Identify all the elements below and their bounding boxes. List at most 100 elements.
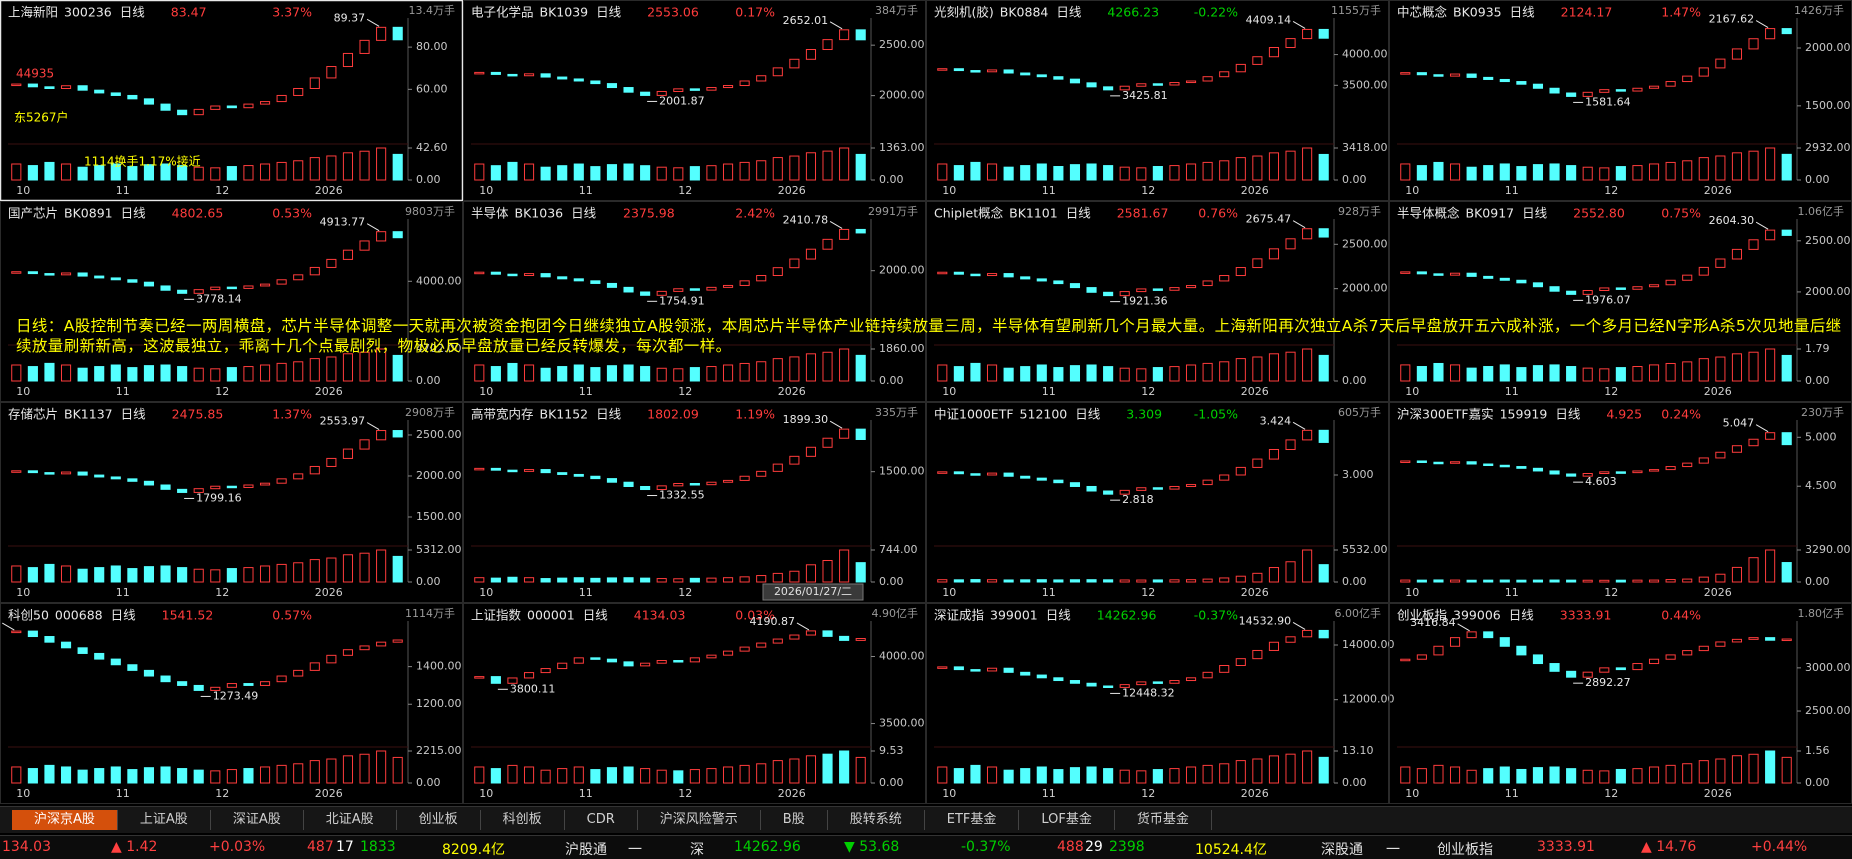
candle — [606, 282, 618, 288]
volume-bar — [1483, 579, 1494, 583]
candle — [1466, 272, 1477, 277]
volume-bar — [1119, 769, 1130, 784]
volume-bar — [1036, 579, 1047, 583]
panel-title: 科创50 — [8, 608, 49, 623]
candle — [1053, 76, 1064, 80]
candle — [623, 481, 634, 487]
market-tab[interactable]: LOF基金 — [1019, 810, 1115, 830]
x-tick-label: 11 — [1042, 385, 1056, 398]
panel-period: 日线 — [571, 206, 597, 221]
candle — [342, 52, 354, 68]
x-tick-label: 10 — [479, 586, 493, 599]
volume-bar — [789, 155, 800, 181]
y-tick-label: 3000.00 — [1805, 661, 1851, 674]
volume-bar — [722, 163, 734, 181]
volume-bar — [1781, 153, 1792, 181]
volume-bar — [1466, 579, 1477, 583]
market-tab[interactable]: 创业板 — [397, 810, 481, 830]
volume-bar — [490, 768, 501, 784]
volume-bar — [640, 768, 651, 784]
volume-bar — [1765, 549, 1776, 583]
volume-bar — [27, 567, 38, 583]
volume-bar — [640, 577, 651, 583]
volume-bar — [11, 163, 22, 181]
candle — [1599, 667, 1610, 673]
market-tab[interactable]: 货币基金 — [1115, 810, 1212, 830]
volume-bar — [507, 161, 518, 181]
status-item: 一 — [628, 842, 642, 858]
volume-bar — [309, 358, 320, 382]
market-tab[interactable]: 沪深风险警示 — [638, 810, 761, 830]
candle — [739, 646, 750, 652]
x-tick-label: 12 — [678, 586, 692, 599]
candle — [1682, 274, 1693, 281]
candle — [1765, 432, 1776, 440]
market-tab[interactable]: ETF基金 — [925, 810, 1020, 830]
market-tab[interactable]: 上证A股 — [118, 810, 211, 830]
candle — [805, 248, 817, 260]
panel-price: 2581.67 — [1117, 206, 1169, 221]
high-arrow — [1755, 221, 1769, 230]
candle — [673, 660, 684, 663]
vol-tick-label: 2215.00 — [416, 744, 462, 757]
x-tick-label: 2026 — [315, 385, 343, 398]
panel-volume-label: 9803万手 — [405, 204, 455, 218]
volume-bar — [1185, 579, 1197, 583]
volume-bar — [77, 367, 88, 382]
volume-bar — [94, 165, 105, 181]
candle — [1400, 460, 1411, 463]
panel-change: 3.37% — [272, 5, 312, 20]
volume-bar — [1566, 768, 1577, 784]
panel-border — [463, 603, 926, 804]
y-tick-label: 2000.00 — [879, 264, 925, 277]
candle — [94, 89, 105, 94]
volume-bar — [789, 570, 800, 583]
candle — [44, 273, 55, 276]
volume-bar — [490, 577, 501, 583]
volume-bar — [1682, 578, 1693, 583]
volume-bar — [1748, 753, 1759, 784]
volume-bar — [1268, 567, 1280, 583]
high-arrow — [1755, 424, 1769, 433]
candle — [1748, 239, 1759, 250]
volume-bar — [656, 166, 667, 181]
panel-period: 日线 — [596, 407, 622, 422]
candle — [1615, 89, 1626, 92]
candle — [127, 94, 138, 100]
volume-bar — [1665, 579, 1676, 583]
volume-bar — [1665, 362, 1676, 382]
candle — [1516, 645, 1527, 656]
candle — [1549, 286, 1560, 292]
market-tab[interactable]: CDR — [565, 810, 638, 830]
volume-bar — [937, 364, 948, 382]
volume-bar — [937, 163, 948, 181]
market-tab[interactable]: 沪深京A股 — [12, 810, 118, 830]
status-item: 深股通 — [1321, 842, 1363, 858]
x-tick-label: 12 — [678, 184, 692, 197]
high-arrow — [796, 622, 810, 631]
candle — [1119, 684, 1130, 688]
market-tab[interactable]: 科创板 — [481, 810, 565, 830]
volume-bar — [772, 760, 783, 784]
volume-bar — [805, 353, 817, 382]
volume-bar — [640, 366, 651, 382]
candle — [1433, 461, 1444, 465]
vol-tick-label: 0.00 — [1342, 374, 1367, 387]
panel-volume-label: 928万手 — [1338, 204, 1381, 218]
candle — [986, 69, 998, 73]
candle — [1715, 641, 1726, 647]
vol-tick-label: 0.00 — [416, 575, 441, 588]
volume-bar — [1715, 758, 1726, 784]
volume-bar — [540, 166, 551, 181]
candle — [1698, 266, 1709, 276]
volume-bar — [94, 768, 105, 784]
market-tab[interactable]: 股转系统 — [828, 810, 925, 830]
volume-bar — [573, 577, 584, 583]
market-tab[interactable]: B股 — [761, 810, 828, 830]
volume-bar — [276, 161, 287, 181]
volume-bar — [1119, 579, 1130, 583]
market-tab[interactable]: 北证A股 — [304, 810, 397, 830]
candle — [1416, 460, 1427, 463]
low-label: 2892.27 — [1585, 676, 1631, 689]
market-tab[interactable]: 深证A股 — [211, 810, 304, 830]
